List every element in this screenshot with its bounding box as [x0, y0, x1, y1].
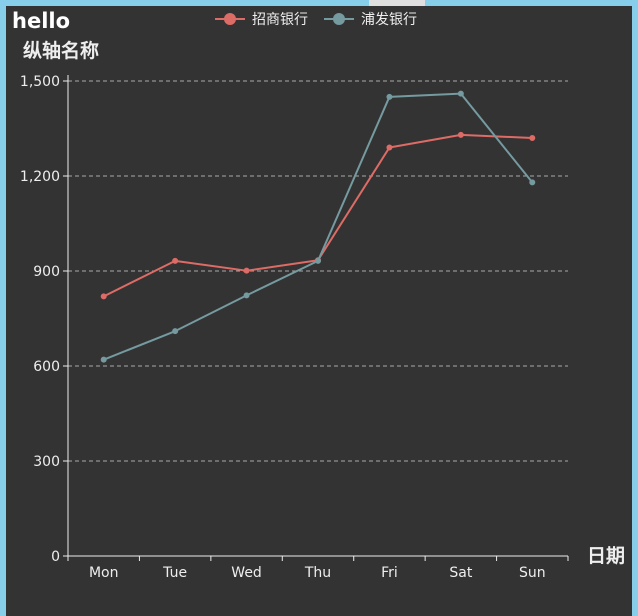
data-point	[100, 293, 107, 300]
y-axis-name: 纵轴名称	[23, 39, 99, 62]
data-point	[172, 257, 179, 264]
grid-lines	[68, 80, 568, 462]
data-point	[457, 90, 464, 97]
data-point	[243, 267, 250, 274]
y-tick-label: 0	[51, 549, 60, 565]
data-point	[315, 257, 321, 264]
series-line-2	[103, 92, 534, 361]
x-tick-label: Thu	[304, 565, 331, 581]
data-point	[172, 328, 179, 335]
y-tick-label: 1,500	[20, 74, 60, 90]
legend-item-1[interactable]: 招商银行	[215, 12, 308, 28]
data-point	[386, 93, 393, 100]
chart-title: hello	[12, 9, 70, 33]
axes: 0 300 600 900 1,200 1,500 Mon Tue Wed Thu Fri Sat Su…	[20, 74, 569, 581]
data-point	[100, 356, 107, 363]
data-point	[457, 131, 464, 138]
x-tick-label: Fri	[381, 565, 398, 581]
y-tick-label: 600	[33, 359, 60, 375]
x-tick-label: Wed	[231, 565, 262, 581]
data-point	[529, 179, 536, 186]
data-point	[529, 135, 536, 141]
legend-marker	[333, 13, 345, 25]
y-tick-label: 900	[33, 264, 60, 280]
x-tick-label: Sun	[519, 565, 546, 581]
y-tick-label: 1,200	[20, 169, 60, 185]
legend-item-2[interactable]: 浦发银行	[324, 12, 417, 28]
series-line-1	[103, 133, 533, 298]
x-tick-label: Mon	[89, 565, 119, 581]
legend-marker	[224, 13, 236, 25]
x-tick-label: Sat	[449, 565, 472, 581]
x-tick-label: Tue	[162, 565, 187, 581]
series-group	[100, 90, 536, 363]
data-point	[243, 292, 250, 299]
data-point	[386, 144, 393, 151]
x-axis-name: 日期	[587, 545, 625, 567]
legend[interactable]: 招商银行 浦发银行	[215, 12, 417, 28]
legend-label: 招商银行	[252, 12, 308, 28]
chart-frame	[6, 6, 632, 616]
top-tab	[369, 0, 425, 6]
y-tick-label: 300	[33, 454, 60, 470]
legend-label: 浦发银行	[361, 12, 417, 28]
